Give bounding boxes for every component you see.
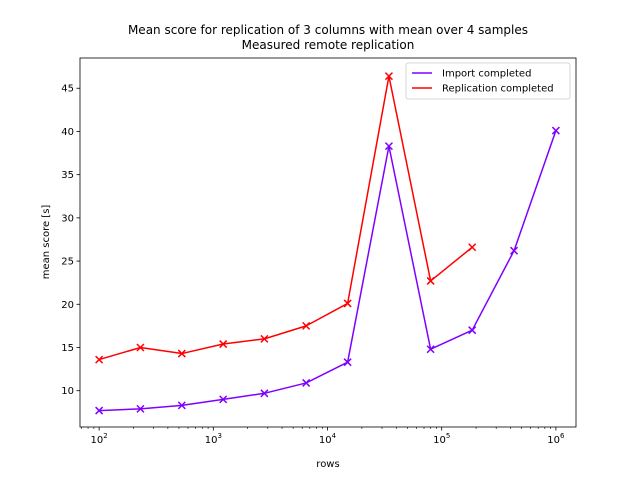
data-point-import-completed — [468, 326, 477, 335]
data-point-replication-completed — [177, 349, 186, 358]
x-axis: 102 103 104 105 106 — [81, 427, 565, 446]
data-point-import-completed — [384, 142, 393, 151]
data-point-import-completed — [219, 395, 228, 404]
y-axis: 10 15 20 25 30 35 40 45 — [61, 84, 80, 397]
data-point-replication-completed — [219, 340, 228, 349]
y-tick-label: 10 — [61, 386, 74, 397]
data-point-import-completed — [551, 126, 560, 135]
y-tick-label: 20 — [61, 300, 74, 311]
legend-box — [405, 62, 571, 100]
data-point-import-completed — [95, 406, 104, 415]
series-layer — [95, 72, 560, 415]
series-line-replication-completed — [98, 75, 473, 361]
y-tick-label: 15 — [61, 343, 74, 354]
x-axis-label: rows — [316, 459, 339, 470]
data-point-replication-completed — [384, 72, 393, 81]
y-tick-label: 25 — [61, 257, 74, 268]
x-tick-label: 106 — [547, 432, 565, 446]
chart-subtitle: Measured remote replication — [242, 38, 415, 52]
data-point-replication-completed — [136, 343, 145, 352]
y-tick-label: 40 — [61, 127, 74, 138]
data-point-import-completed — [136, 404, 145, 413]
y-tick-label: 35 — [61, 170, 74, 181]
data-point-import-completed — [260, 389, 269, 398]
legend-label: Import completed — [442, 69, 531, 80]
data-point-import-completed — [426, 345, 435, 354]
legend: Import completed Replication completed — [405, 62, 571, 100]
plot-frame — [79, 57, 577, 428]
legend-label: Replication completed — [442, 84, 554, 95]
chart-title: Mean score for replication of 3 columns … — [128, 23, 528, 37]
x-tick-label: 103 — [205, 432, 222, 446]
y-tick-label: 45 — [61, 84, 74, 95]
x-tick-label: 102 — [91, 432, 108, 446]
data-point-replication-completed — [426, 276, 435, 285]
data-point-replication-completed — [95, 355, 104, 364]
data-point-import-completed — [510, 246, 519, 255]
data-point-import-completed — [302, 378, 311, 387]
x-tick-label: 105 — [433, 432, 450, 446]
data-point-replication-completed — [468, 243, 477, 252]
data-point-import-completed — [343, 358, 352, 367]
y-axis-label: mean score [s] — [41, 205, 52, 280]
data-point-replication-completed — [343, 299, 352, 308]
data-point-replication-completed — [302, 321, 311, 330]
data-point-import-completed — [177, 401, 186, 410]
data-point-replication-completed — [260, 334, 269, 343]
y-tick-label: 30 — [61, 213, 74, 224]
x-tick-label: 104 — [319, 432, 337, 446]
series-line-import-completed — [99, 130, 557, 412]
